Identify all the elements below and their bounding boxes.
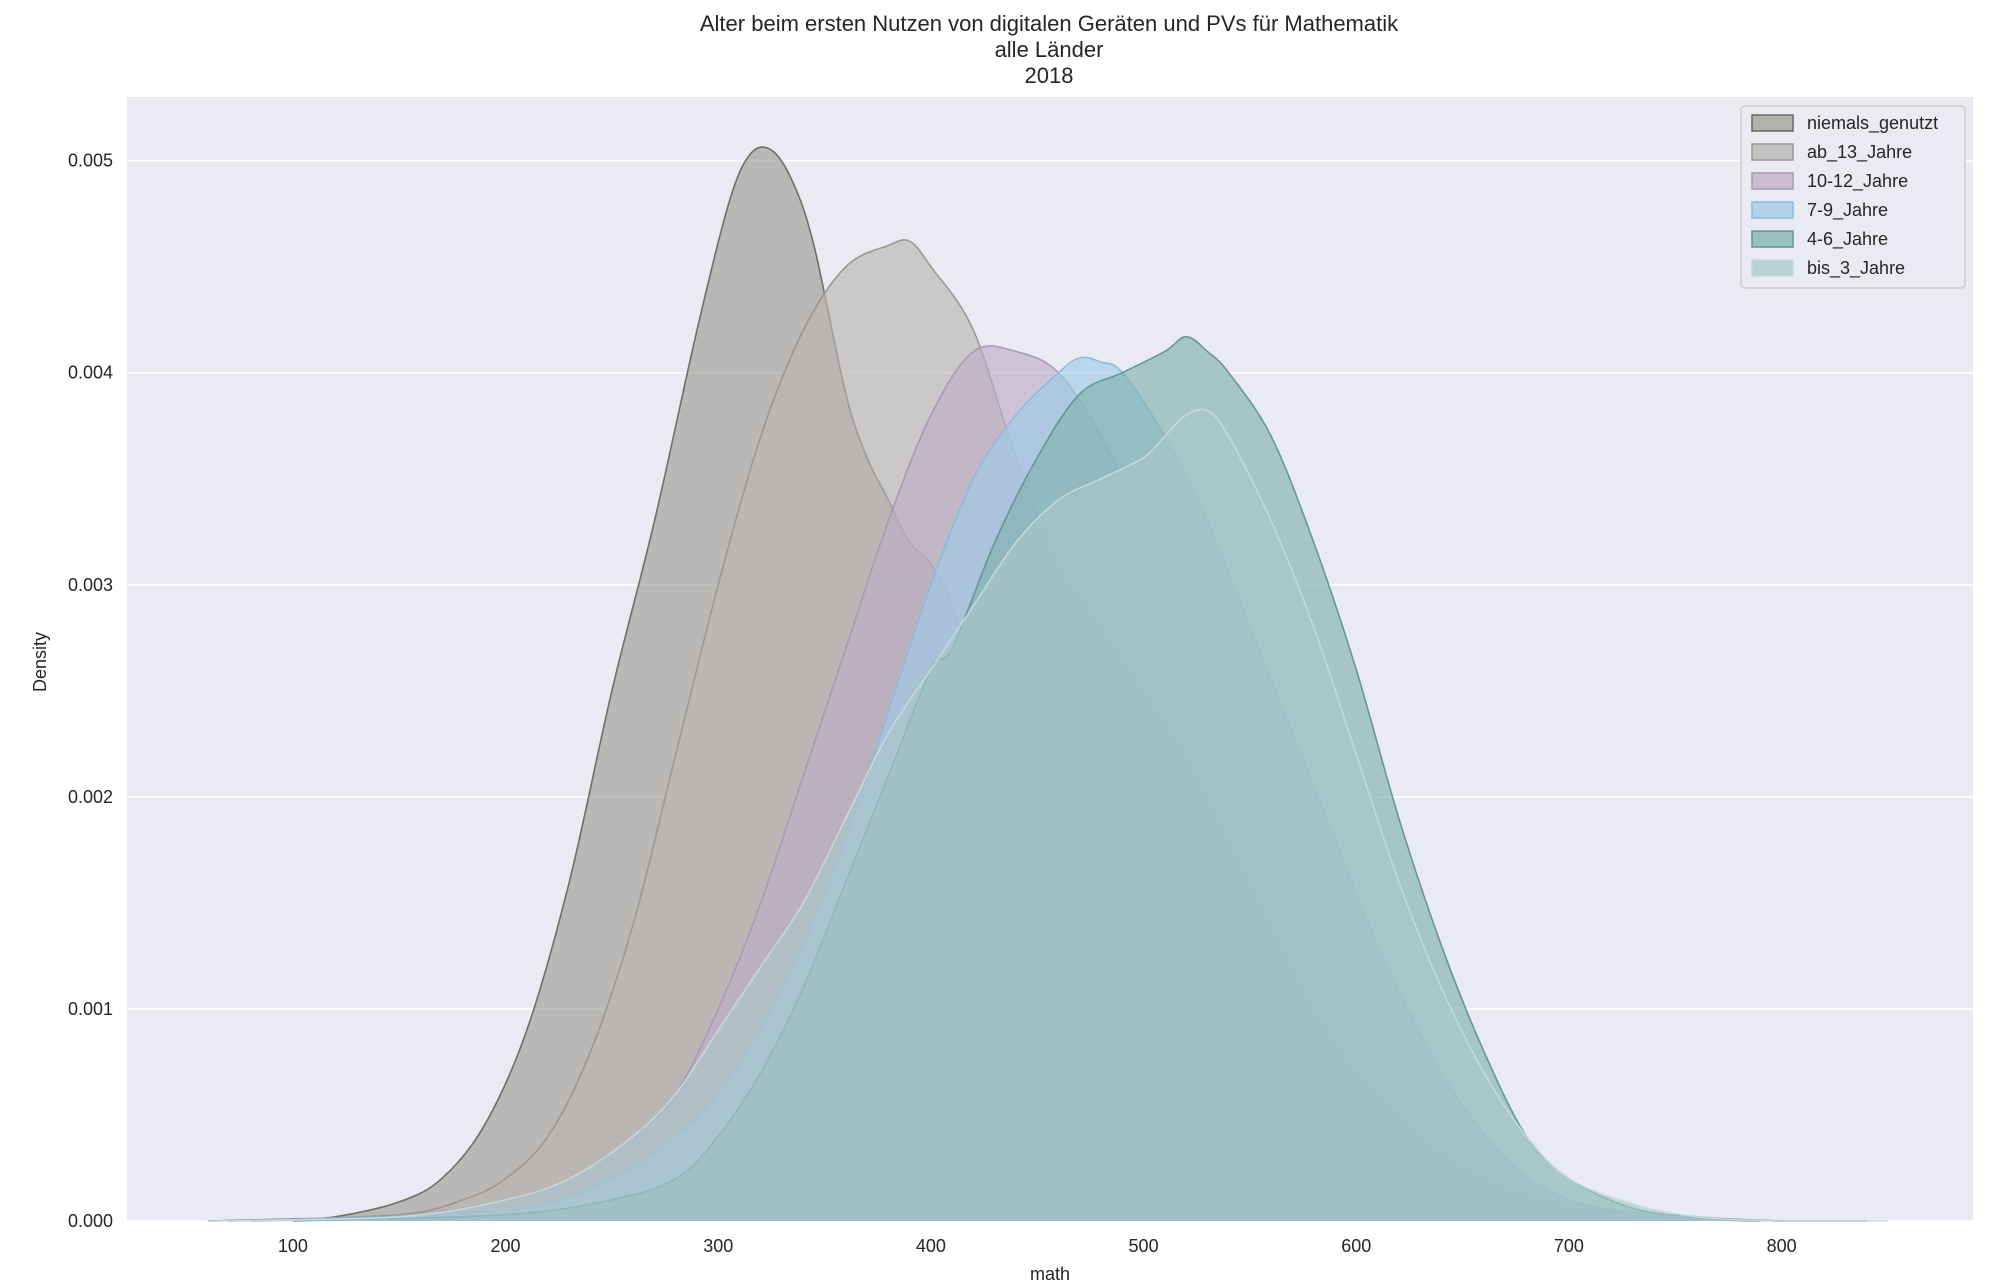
legend-swatch — [1751, 114, 1794, 132]
y-tick-label: 0.001 — [68, 999, 113, 1019]
legend-swatch — [1751, 201, 1794, 219]
density-area-bis-3-jahre — [207, 409, 1888, 1221]
density-line-bis-3-jahre — [207, 408, 1888, 1222]
legend-swatch — [1751, 143, 1794, 161]
legend-label: ab_13_Jahre — [1807, 142, 1912, 163]
legend-swatch — [1751, 259, 1794, 277]
y-axis-label: Density — [30, 632, 50, 692]
x-axis-ticks: 100 200 300 400 500 600 700 800 — [278, 1236, 1797, 1256]
legend-label: bis_3_Jahre — [1807, 258, 1905, 279]
y-tick-label: 0.004 — [68, 363, 113, 383]
x-tick-label: 800 — [1767, 1236, 1797, 1256]
legend-label: 7-9_Jahre — [1807, 200, 1888, 221]
x-tick-label: 500 — [1129, 1236, 1159, 1256]
y-tick-label: 0.003 — [68, 575, 113, 595]
y-axis-ticks: 0.000 0.001 0.002 0.003 0.004 0.005 — [68, 151, 113, 1231]
legend-label: niemals_genutzt — [1807, 113, 1938, 134]
chart-title-line-2: alle Länder — [995, 37, 1104, 62]
x-tick-label: 200 — [491, 1236, 521, 1256]
legend: niemals_genutzt ab_13_Jahre 10-12_Jahre 7-9… — [1740, 105, 1966, 289]
legend-frame — [1740, 105, 1966, 289]
x-tick-label: 400 — [916, 1236, 946, 1256]
y-tick-label: 0.000 — [68, 1211, 113, 1231]
x-tick-label: 600 — [1341, 1236, 1371, 1256]
legend-swatch — [1751, 230, 1794, 248]
x-tick-label: 700 — [1554, 1236, 1584, 1256]
legend-label: 4-6_Jahre — [1807, 229, 1888, 250]
legend-label: 10-12_Jahre — [1807, 171, 1908, 192]
chart-title-line-1: Alter beim ersten Nutzen von digitalen G… — [700, 11, 1399, 36]
y-tick-label: 0.002 — [68, 787, 113, 807]
x-tick-label: 300 — [703, 1236, 733, 1256]
x-tick-label: 100 — [278, 1236, 308, 1256]
legend-swatch — [1751, 172, 1794, 190]
density-area-niemals-genutzt — [207, 146, 1761, 1222]
x-axis-label: math — [1030, 1264, 1070, 1284]
y-tick-label: 0.005 — [68, 151, 113, 171]
chart-title-line-3: 2018 — [1025, 63, 1074, 88]
density-areas — [207, 146, 1888, 1222]
